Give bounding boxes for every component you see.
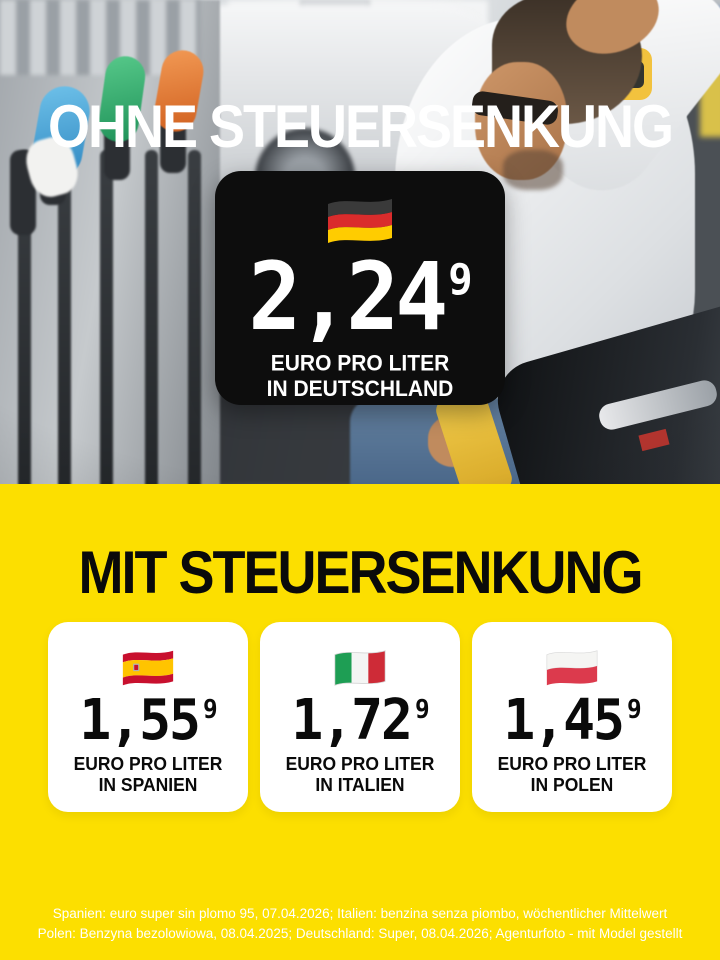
spain-price-card: 1,55 9 EURO PRO LITER IN SPANIEN [48,622,248,812]
spain-price: 1,55 9 [79,692,218,748]
section-title-text: MIT STEUERSENKUNG [78,539,643,607]
italy-price: 1,72 9 [291,692,430,748]
section-title: MIT STEUERSENKUNG [0,538,720,606]
italy-price-superscript: 9 [414,693,430,725]
photo-man-beard [503,150,563,190]
spain-price-label: EURO PRO LITER IN SPANIEN [73,752,223,796]
italy-price-card: 1,72 9 EURO PRO LITER IN ITALIEN [260,622,460,812]
photo-fuel-hose [58,150,71,484]
photo-fuel-hose [145,150,158,484]
spain-label-line2: IN SPANIEN [98,773,198,795]
poland-label-line1: EURO PRO LITER [497,752,647,774]
poland-flag-icon [546,650,598,686]
germany-price-card: 2,249 EURO PRO LITER IN DEUTSCHLAND [215,171,505,405]
italy-price-value: 1,72 [291,688,413,753]
germany-price: 2,249 [248,250,472,343]
poland-label-line2: IN POLEN [530,773,614,795]
germany-label-line1: EURO PRO LITER [270,351,450,376]
spain-price-value: 1,55 [79,688,201,753]
hero-title-text: OHNE STEUERSENKUNG [47,93,674,161]
germany-price-value: 2,24 [248,241,448,352]
tax-cut-section: MIT STEUERSENKUNG 1,55 9 EURO PRO LITER I… [0,484,720,960]
germany-price-superscript: 9 [448,253,472,305]
poland-price-label: EURO PRO LITER IN POLEN [497,752,647,796]
italy-flag-icon [334,650,386,686]
germany-flag-icon [328,199,392,243]
poland-price-value: 1,45 [503,688,625,753]
italy-label-line2: IN ITALIEN [315,773,405,795]
country-cards-row: 1,55 9 EURO PRO LITER IN SPANIEN 1,72 9 [48,622,672,812]
italy-price-label: EURO PRO LITER IN ITALIEN [285,752,435,796]
footnote-line2: Polen: Benzyna bezolowiowa, 08.04.2025; … [37,925,683,941]
germany-label-line2: IN DEUTSCHLAND [266,376,454,402]
poland-price: 1,45 9 [503,692,642,748]
footnote-line1: Spanien: euro super sin plomo 95, 07.04.… [52,906,668,921]
italy-label-line1: EURO PRO LITER [285,752,435,774]
spain-label-line1: EURO PRO LITER [73,752,223,774]
poland-price-card: 1,45 9 EURO PRO LITER IN POLEN [472,622,672,812]
spain-price-superscript: 9 [202,693,218,725]
germany-price-label: EURO PRO LITER IN DEUTSCHLAND [267,352,454,402]
poland-price-superscript: 9 [626,693,642,725]
source-footnote: Spanien: euro super sin plomo 95, 07.04.… [0,904,720,943]
photo-fuel-hose [188,150,201,484]
hero-title: OHNE STEUERSENKUNG [0,92,720,160]
spain-flag-icon [122,650,174,686]
photo-fuel-hose [100,150,113,484]
